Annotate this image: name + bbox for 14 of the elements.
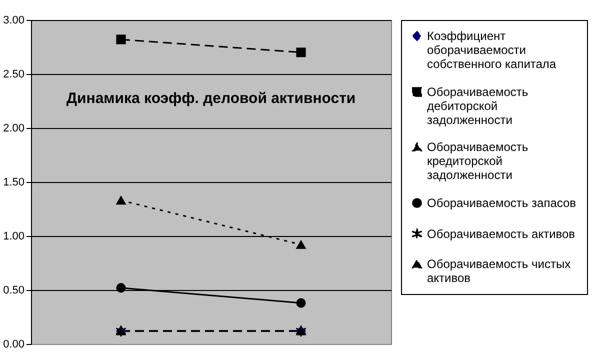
text: Динамика коэфф. деловой активности — [66, 90, 356, 107]
legend-label: Оборачиваемость кредиторской задолженности — [427, 140, 528, 182]
y-tick-label: 2.00 — [3, 122, 24, 134]
legend-label: Оборачиваемость активов — [427, 227, 576, 241]
y-tick-label: 1.00 — [3, 230, 24, 242]
y-tick-label: 0.00 — [3, 338, 24, 350]
y-tick-label: 2.50 — [3, 68, 24, 80]
y-tick-label: 3.00 — [3, 14, 24, 26]
legend-label: Оборачиваемость запасов — [427, 196, 576, 210]
y-tick-label: 1.50 — [3, 176, 24, 188]
legend-label: Оборачиваемость дебиторской задолженности — [427, 85, 528, 127]
legend-label: Коэффициент оборачиваемости собственного капитала — [427, 29, 556, 71]
legend-label: Оборачиваемость чистых активов — [427, 257, 571, 285]
y-tick-label: 0.50 — [3, 284, 24, 296]
